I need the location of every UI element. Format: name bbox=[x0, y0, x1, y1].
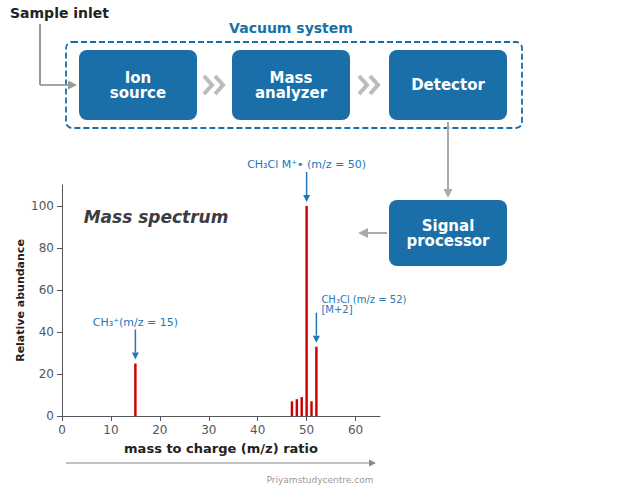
svg-text:CH₃Cl M⁺• (m/z = 50): CH₃Cl M⁺• (m/z = 50) bbox=[247, 158, 366, 171]
svg-text:mass to charge (m/z) ratio: mass to charge (m/z) ratio bbox=[124, 441, 318, 456]
svg-text:Sample inlet: Sample inlet bbox=[10, 5, 109, 21]
svg-text:Ion: Ion bbox=[124, 68, 152, 87]
svg-text:CH₃⁺(m/z = 15): CH₃⁺(m/z = 15) bbox=[93, 316, 178, 329]
svg-text:10: 10 bbox=[103, 423, 118, 437]
svg-text:Priyamstudycentre.com: Priyamstudycentre.com bbox=[267, 475, 374, 485]
svg-text:CH₃Cl (m/z = 52): CH₃Cl (m/z = 52) bbox=[321, 294, 407, 306]
svg-text:source: source bbox=[110, 84, 166, 102]
svg-text:40: 40 bbox=[39, 325, 54, 339]
svg-text:[M+2]: [M+2] bbox=[321, 304, 352, 315]
svg-text:Vacuum system: Vacuum system bbox=[229, 20, 353, 36]
svg-text:60: 60 bbox=[39, 283, 54, 297]
svg-text:Detector: Detector bbox=[411, 76, 485, 94]
svg-text:processor: processor bbox=[406, 232, 490, 250]
svg-text:60: 60 bbox=[348, 423, 363, 437]
svg-text:0: 0 bbox=[46, 409, 54, 423]
svg-text:Relative abundance: Relative abundance bbox=[14, 239, 27, 362]
svg-text:80: 80 bbox=[39, 241, 54, 255]
svg-text:40: 40 bbox=[250, 423, 265, 437]
svg-text:analyzer: analyzer bbox=[255, 84, 328, 102]
svg-text:30: 30 bbox=[201, 423, 216, 437]
svg-text:20: 20 bbox=[152, 423, 167, 437]
svg-text:Mass spectrum: Mass spectrum bbox=[84, 207, 229, 227]
svg-text:100: 100 bbox=[31, 199, 54, 213]
svg-text:20: 20 bbox=[39, 367, 54, 381]
svg-text:Mass: Mass bbox=[269, 68, 313, 87]
svg-text:50: 50 bbox=[299, 423, 314, 437]
svg-text:0: 0 bbox=[58, 423, 66, 437]
svg-text:Signal: Signal bbox=[421, 216, 475, 235]
